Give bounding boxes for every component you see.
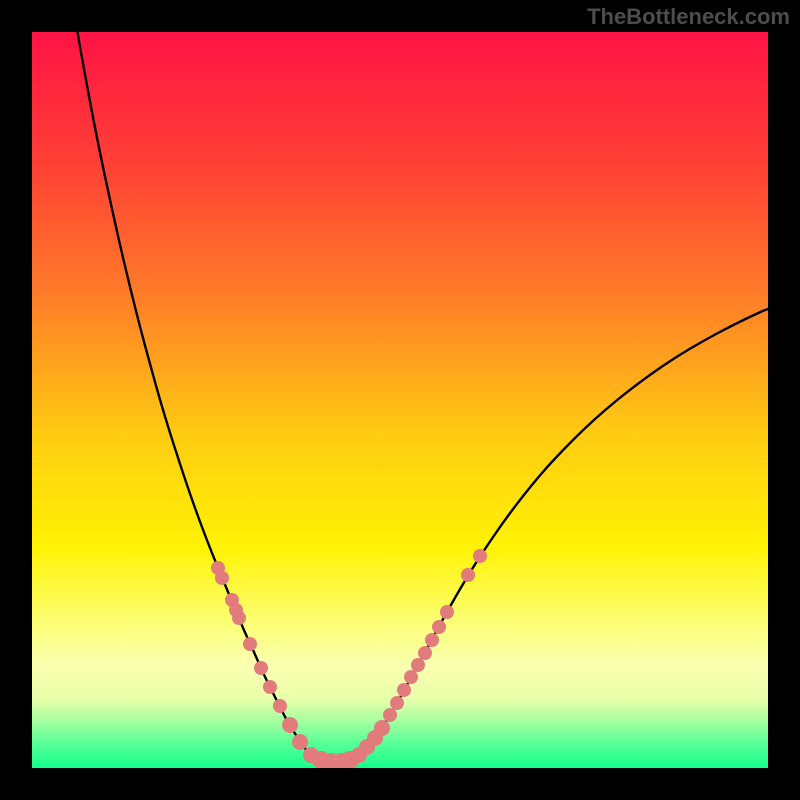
- data-marker: [404, 670, 418, 684]
- gradient-background: [32, 32, 768, 768]
- data-marker: [273, 699, 287, 713]
- data-marker: [263, 680, 277, 694]
- chart-container: TheBottleneck.com: [0, 0, 800, 800]
- data-marker: [292, 734, 308, 750]
- data-marker: [418, 646, 432, 660]
- data-marker: [397, 683, 411, 697]
- data-marker: [232, 611, 246, 625]
- data-marker: [432, 620, 446, 634]
- data-marker: [440, 605, 454, 619]
- data-marker: [425, 633, 439, 647]
- data-marker: [461, 568, 475, 582]
- data-marker: [374, 720, 390, 736]
- data-marker: [254, 661, 268, 675]
- data-marker: [282, 717, 298, 733]
- data-marker: [473, 549, 487, 563]
- data-marker: [411, 658, 425, 672]
- data-marker: [383, 708, 397, 722]
- bottleneck-curve-chart: [0, 0, 800, 800]
- data-marker: [390, 696, 404, 710]
- data-marker: [243, 637, 257, 651]
- watermark-label: TheBottleneck.com: [587, 4, 790, 30]
- data-marker: [215, 571, 229, 585]
